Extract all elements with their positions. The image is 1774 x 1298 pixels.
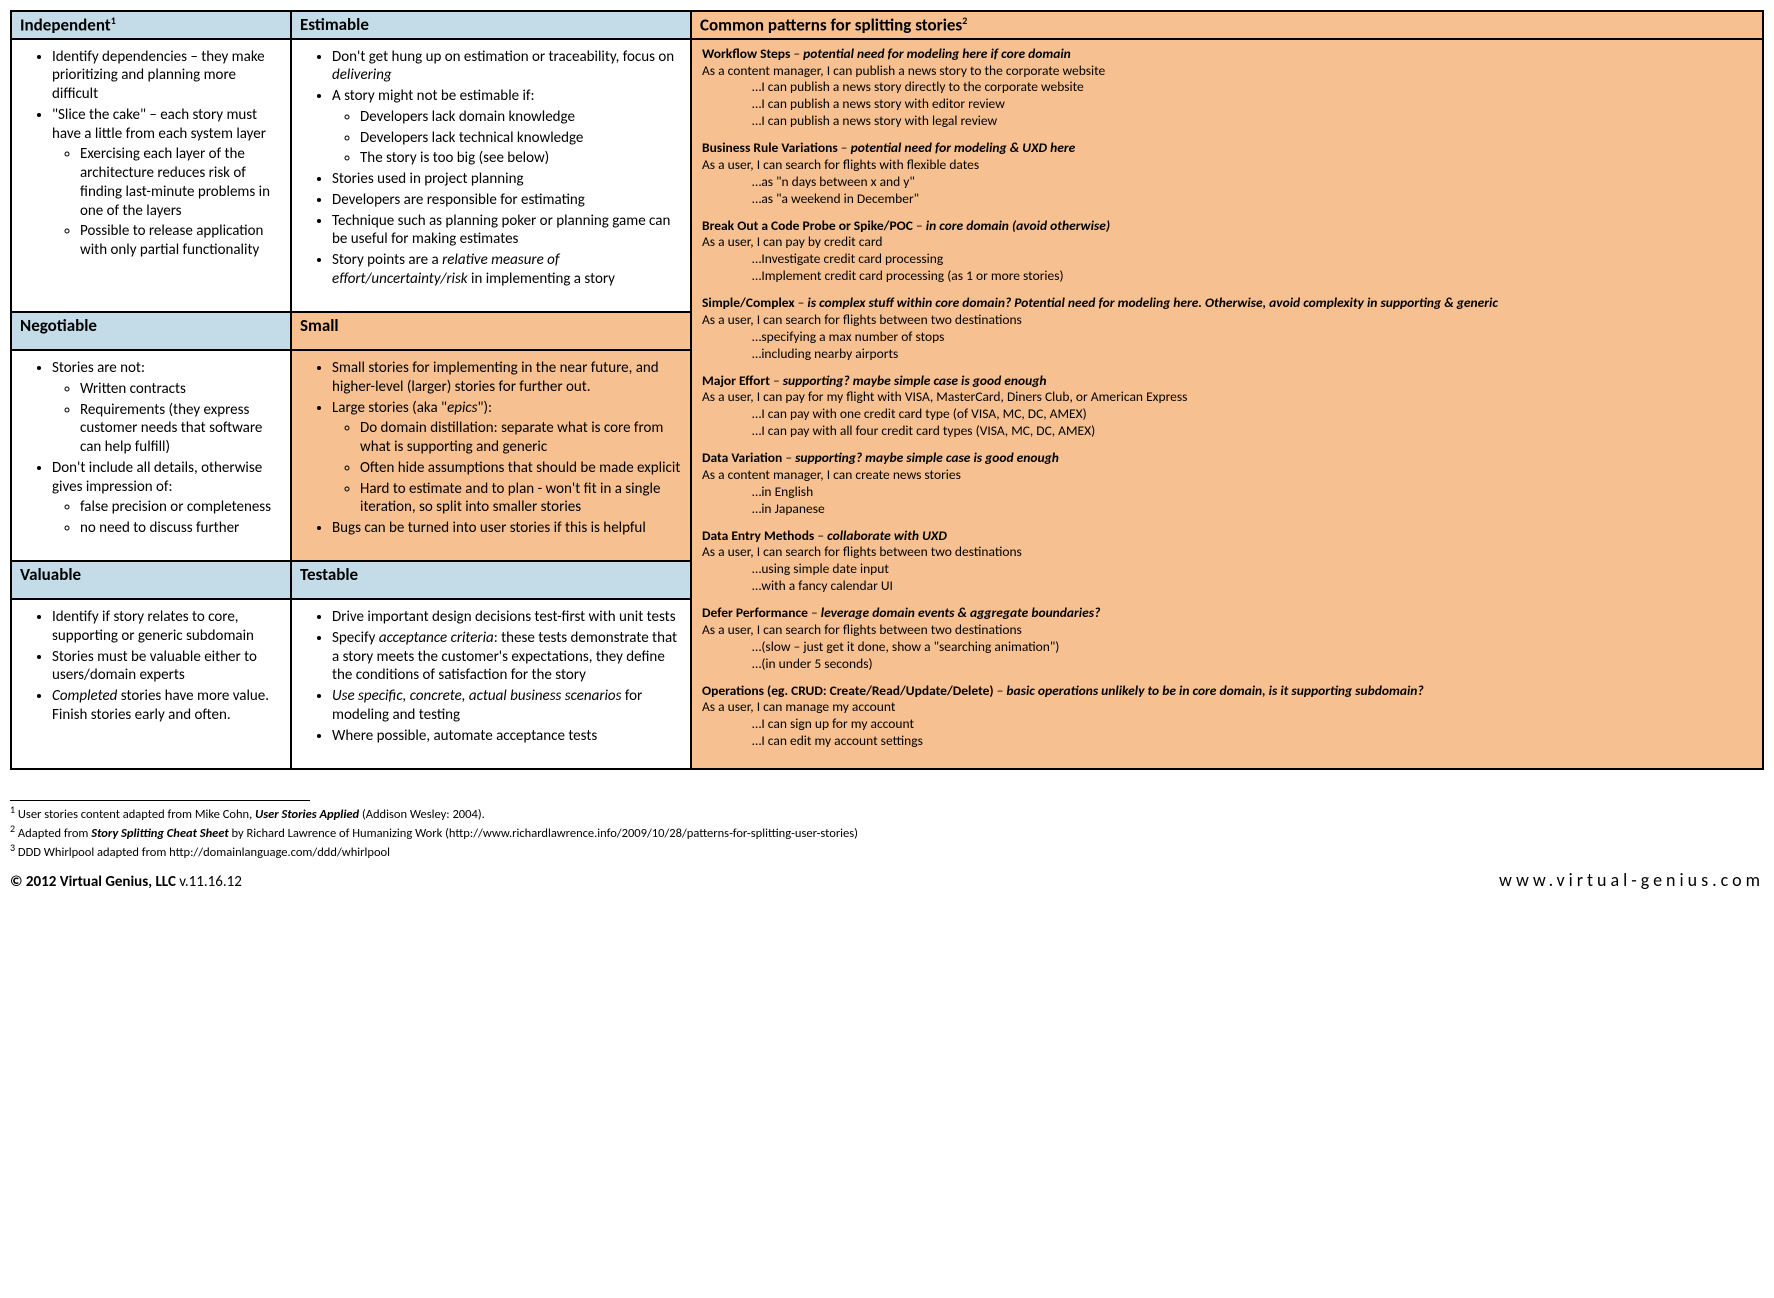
body-valuable: Identify if story relates to core, suppo… [11,599,291,769]
pattern-item: …I can publish a news story directly to … [702,79,1752,96]
pattern-lead: As a user, I can pay for my flight with … [702,389,1752,406]
pattern-lead: As a user, I can search for flights betw… [702,544,1752,561]
cheat-sheet-grid: Independent1 Estimable Common patterns f… [10,10,1764,770]
footnote-1: 1 User stories content adapted from Mike… [10,803,1764,822]
pattern-item: …including nearby airports [702,346,1752,363]
body-small: Small stories for implementing in the ne… [291,350,691,561]
pattern-item: …I can publish a news story with editor … [702,96,1752,113]
pattern-heading: Business Rule Variations – potential nee… [702,140,1752,157]
pattern-item: …Investigate credit card processing [702,251,1752,268]
list-item: Bugs can be turned into user stories if … [332,519,682,538]
pattern-item: …I can sign up for my account [702,716,1752,733]
list-item: Specify acceptance criteria: these tests… [332,629,682,685]
header-negotiable: Negotiable [11,312,291,350]
pattern-lead: As a user, I can pay by credit card [702,234,1752,251]
pattern-item: …(slow – just get it done, show a "searc… [702,639,1752,656]
list-item: Story points are a relative measure of e… [332,251,682,289]
list-item: Developers lack technical knowledge [360,129,682,148]
pattern-heading: Operations (eg. CRUD: Create/Read/Update… [702,683,1752,700]
pattern-item: …using simple date input [702,561,1752,578]
pattern-lead: As a user, I can search for flights with… [702,157,1752,174]
pattern-heading: Break Out a Code Probe or Spike/POC – in… [702,218,1752,235]
list-item: Requirements (they express customer need… [80,401,282,457]
body-independent: Identify dependencies – they make priori… [11,39,291,313]
pattern-lead: As a user, I can search for flights betw… [702,622,1752,639]
list-item: Where possible, automate acceptance test… [332,727,682,746]
pattern-item: …I can pay with one credit card type (of… [702,406,1752,423]
pattern-lead: As a content manager, I can publish a ne… [702,63,1752,80]
list-item: Drive important design decisions test-fi… [332,608,682,627]
pattern-lead: As a content manager, I can create news … [702,467,1752,484]
pattern-lead: As a user, I can search for flights betw… [702,312,1752,329]
pattern-heading: Data Entry Methods – collaborate with UX… [702,528,1752,545]
list-item: Large stories (aka "epics"): Do domain d… [332,399,682,518]
pattern-heading: Defer Performance – leverage domain even… [702,605,1752,622]
pattern-heading: Data Variation – supporting? maybe simpl… [702,450,1752,467]
pattern-item: …I can pay with all four credit card typ… [702,423,1752,440]
pattern-item: …in Japanese [702,501,1752,518]
list-item: Often hide assumptions that should be ma… [360,459,682,478]
body-estimable: Don't get hung up on estimation or trace… [291,39,691,313]
list-item: Written contracts [80,380,282,399]
pattern-block: Operations (eg. CRUD: Create/Read/Update… [702,683,1752,751]
copyright: © 2012 Virtual Genius, LLC v.11.16.12 [10,873,242,891]
header-small: Small [291,312,691,350]
list-item: Hard to estimate and to plan - won't fit… [360,480,682,518]
pattern-heading: Workflow Steps – potential need for mode… [702,46,1752,63]
pattern-block: Data Entry Methods – collaborate with UX… [702,528,1752,596]
pattern-heading: Simple/Complex – is complex stuff within… [702,295,1752,312]
list-item: Small stories for implementing in the ne… [332,359,682,397]
pattern-block: Defer Performance – leverage domain even… [702,605,1752,673]
list-item: Stories used in project planning [332,170,682,189]
pattern-heading: Major Effort – supporting? maybe simple … [702,373,1752,390]
list-item: no need to discuss further [80,519,282,538]
pattern-item: …I can edit my account settings [702,733,1752,750]
list-item: Technique such as planning poker or plan… [332,212,682,250]
body-negotiable: Stories are not: Written contracts Requi… [11,350,291,561]
pattern-block: Workflow Steps – potential need for mode… [702,46,1752,130]
list-item: Developers are responsible for estimatin… [332,191,682,210]
header-valuable: Valuable [11,561,291,599]
list-item: Possible to release application with onl… [80,222,282,260]
list-item: Completed stories have more value. Finis… [52,687,282,725]
body-patterns: Workflow Steps – potential need for mode… [691,39,1763,769]
pattern-item: …as "n days between x and y" [702,174,1752,191]
pattern-item: …specifying a max number of stops [702,329,1752,346]
pattern-item: …in English [702,484,1752,501]
list-item: "Slice the cake" – each story must have … [52,106,282,260]
site-url: www.virtual-genius.com [1499,869,1764,891]
pattern-block: Simple/Complex – is complex stuff within… [702,295,1752,363]
pattern-item: …(in under 5 seconds) [702,656,1752,673]
list-item: Identify if story relates to core, suppo… [52,608,282,646]
pattern-item: …Implement credit card processing (as 1 … [702,268,1752,285]
pattern-block: Data Variation – supporting? maybe simpl… [702,450,1752,518]
header-independent: Independent1 [11,11,291,39]
header-estimable: Estimable [291,11,691,39]
list-item: Do domain distillation: separate what is… [360,419,682,457]
header-testable: Testable [291,561,691,599]
footnote-2: 2 Adapted from Story Splitting Cheat She… [10,822,1764,841]
list-item: Stories are not: Written contracts Requi… [52,359,282,457]
list-item: Identify dependencies – they make priori… [52,48,282,104]
pattern-block: Major Effort – supporting? maybe simple … [702,373,1752,441]
pattern-lead: As a user, I can manage my account [702,699,1752,716]
list-item: Don't get hung up on estimation or trace… [332,48,682,86]
footnotes-section: 1 User stories content adapted from Mike… [10,800,1764,890]
list-item: Exercising each layer of the architectur… [80,145,282,220]
list-item: Use specific, concrete, actual business … [332,687,682,725]
pattern-block: Break Out a Code Probe or Spike/POC – in… [702,218,1752,286]
header-patterns: Common patterns for splitting stories2 [691,11,1763,39]
pattern-item: …with a fancy calendar UI [702,578,1752,595]
pattern-item: …as "a weekend in December" [702,191,1752,208]
list-item: Stories must be valuable either to users… [52,648,282,686]
list-item: Developers lack domain knowledge [360,108,682,127]
footnote-3: 3 DDD Whirlpool adapted from http://doma… [10,841,1764,860]
list-item: false precision or completeness [80,498,282,517]
list-item: The story is too big (see below) [360,149,682,168]
pattern-item: …I can publish a news story with legal r… [702,113,1752,130]
list-item: A story might not be estimable if: Devel… [332,87,682,168]
pattern-block: Business Rule Variations – potential nee… [702,140,1752,208]
list-item: Don't include all details, otherwise giv… [52,459,282,538]
body-testable: Drive important design decisions test-fi… [291,599,691,769]
